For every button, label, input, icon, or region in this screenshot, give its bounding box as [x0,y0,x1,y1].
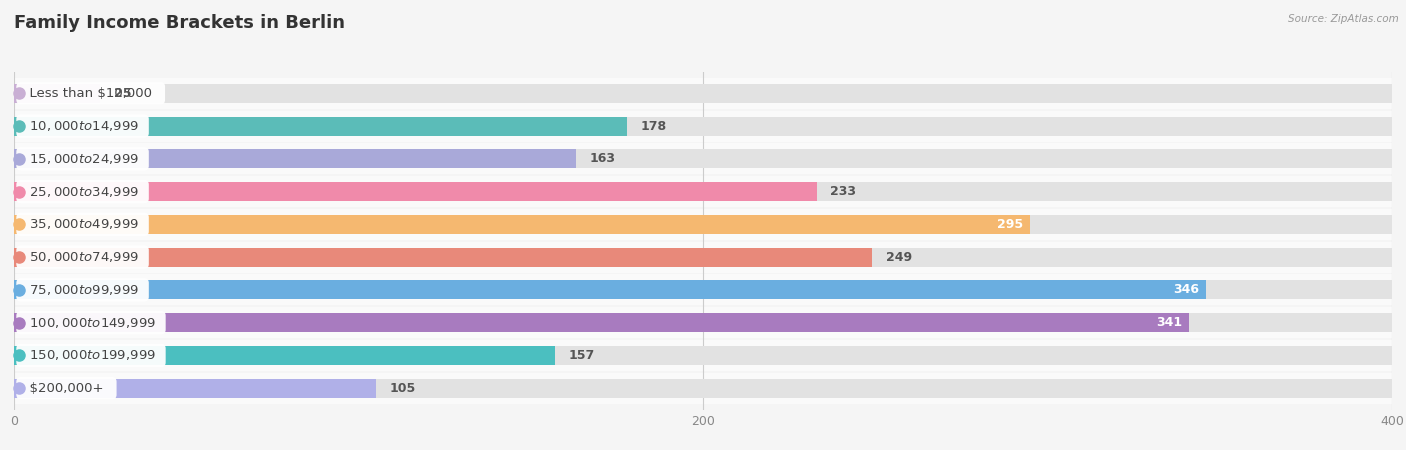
Bar [14,78,1392,109]
Text: 163: 163 [589,153,616,165]
Bar [14,307,1392,338]
Text: Less than $10,000: Less than $10,000 [21,87,160,100]
Bar [14,346,555,365]
Bar [14,346,1392,365]
Bar [14,248,872,267]
Text: $50,000 to $74,999: $50,000 to $74,999 [21,250,145,264]
Text: Family Income Brackets in Berlin: Family Income Brackets in Berlin [14,14,344,32]
Text: $150,000 to $199,999: $150,000 to $199,999 [21,348,162,362]
Bar [14,84,100,103]
Text: 233: 233 [831,185,856,198]
Bar [14,176,1392,207]
Bar [14,117,627,135]
Bar [14,182,817,201]
Text: $35,000 to $49,999: $35,000 to $49,999 [21,217,145,231]
Bar [14,280,1206,299]
Bar [14,209,1392,240]
Bar [14,242,1392,273]
Bar [14,379,375,398]
Text: $75,000 to $99,999: $75,000 to $99,999 [21,283,145,297]
Bar [14,182,1392,201]
Text: $15,000 to $24,999: $15,000 to $24,999 [21,152,145,166]
Text: 157: 157 [568,349,595,362]
Text: $25,000 to $34,999: $25,000 to $34,999 [21,184,145,198]
Bar [14,379,1392,398]
Bar [14,373,1392,404]
Text: 178: 178 [641,120,666,133]
Text: 295: 295 [997,218,1024,231]
Text: 249: 249 [886,251,911,264]
Bar [14,248,1392,267]
Bar [14,215,1392,234]
Bar [14,84,1392,103]
Text: $200,000+: $200,000+ [21,382,112,395]
Text: 105: 105 [389,382,416,395]
Bar [14,149,1392,168]
Text: $100,000 to $149,999: $100,000 to $149,999 [21,315,162,330]
Bar [14,117,1392,135]
Bar [14,149,575,168]
Bar [14,111,1392,142]
Bar [14,313,1392,332]
Text: 25: 25 [114,87,131,100]
Text: $10,000 to $14,999: $10,000 to $14,999 [21,119,145,133]
Text: 341: 341 [1156,316,1182,329]
Bar [14,280,1392,299]
Bar [14,340,1392,371]
Text: Source: ZipAtlas.com: Source: ZipAtlas.com [1288,14,1399,23]
Bar [14,143,1392,175]
Bar [14,215,1031,234]
Bar [14,274,1392,306]
Text: 346: 346 [1173,284,1199,297]
Bar [14,313,1188,332]
